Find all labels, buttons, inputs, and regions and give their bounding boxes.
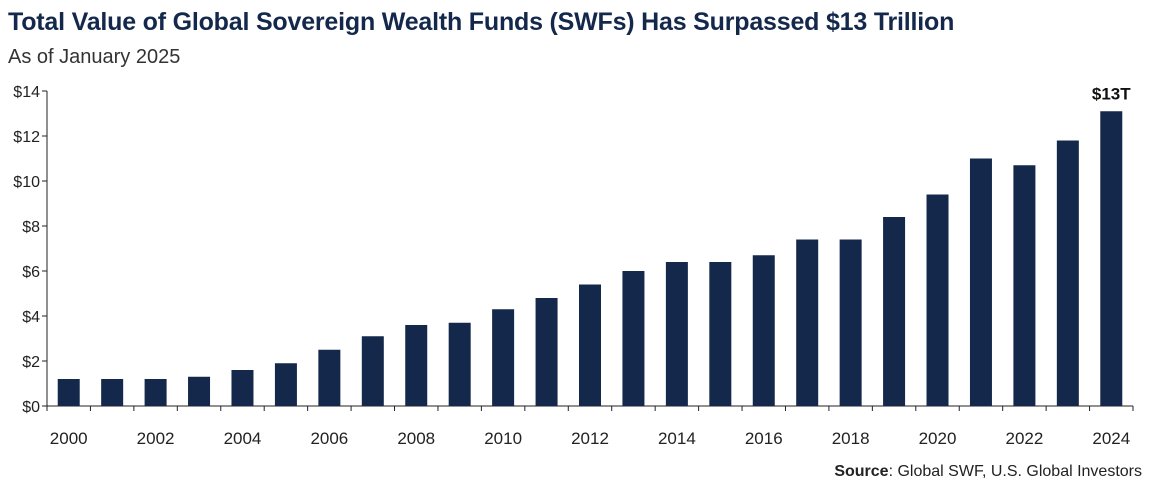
data-labels: $13T bbox=[1092, 84, 1131, 103]
y-tick-label: $4 bbox=[22, 309, 40, 326]
chart-title: Total Value of Global Sovereign Wealth F… bbox=[8, 8, 955, 36]
bar-2007 bbox=[361, 336, 384, 406]
bar-2008 bbox=[405, 325, 428, 406]
y-axis: $0 $2 $4 $6 $8 $10 $12 $14 bbox=[13, 84, 48, 416]
bar-2014 bbox=[665, 262, 688, 406]
source-text: : Global SWF, U.S. Global Investors bbox=[888, 463, 1142, 480]
x-axis: 2000 2002 2004 2006 2008 2010 2012 2014 2016 2018… bbox=[46, 405, 1134, 448]
bar-2024 bbox=[1100, 111, 1123, 406]
x-tick-label: 2008 bbox=[397, 429, 435, 448]
bar-2004 bbox=[231, 370, 254, 406]
x-tick-label: 2016 bbox=[745, 429, 783, 448]
x-tick-label: 2020 bbox=[919, 429, 957, 448]
y-tick-label: $12 bbox=[13, 129, 40, 146]
bar-2013 bbox=[622, 271, 645, 406]
bar-2017 bbox=[796, 239, 819, 406]
bar-2022 bbox=[1013, 165, 1036, 406]
y-tick-label: $14 bbox=[13, 84, 40, 101]
chart-subtitle: As of January 2025 bbox=[8, 46, 181, 68]
bars bbox=[57, 111, 1123, 406]
y-tick-label: $8 bbox=[22, 219, 40, 236]
y-tick-label: $10 bbox=[13, 174, 40, 191]
x-tick-label: 2010 bbox=[484, 429, 522, 448]
x-tick-label: 2006 bbox=[310, 429, 348, 448]
bar-2018 bbox=[839, 239, 862, 406]
x-tick-label: 2000 bbox=[50, 429, 88, 448]
bar-chart: $0 $2 $4 $6 $8 $10 $12 $14 2000 2002 2004 2006 2008… bbox=[13, 84, 1134, 448]
data-label-2024: $13T bbox=[1092, 84, 1131, 103]
bar-2020 bbox=[926, 194, 949, 406]
y-tick-label: $6 bbox=[22, 264, 40, 281]
bar-2023 bbox=[1056, 140, 1079, 406]
bar-2015 bbox=[709, 262, 732, 406]
x-tick-label: 2022 bbox=[1005, 429, 1043, 448]
x-tick-label: 2014 bbox=[658, 429, 696, 448]
bar-2010 bbox=[492, 309, 515, 406]
bar-2011 bbox=[535, 298, 558, 406]
bar-2006 bbox=[318, 349, 341, 406]
bar-2019 bbox=[883, 217, 906, 406]
bar-2009 bbox=[448, 322, 471, 406]
x-tick-label: 2018 bbox=[832, 429, 870, 448]
x-tick-label: 2002 bbox=[137, 429, 175, 448]
bar-2000 bbox=[57, 379, 80, 406]
x-tick-label: 2012 bbox=[571, 429, 609, 448]
source-note: Source: Global SWF, U.S. Global Investor… bbox=[834, 463, 1142, 481]
bar-2002 bbox=[144, 379, 167, 406]
source-label: Source bbox=[834, 463, 889, 480]
bar-2021 bbox=[969, 158, 992, 406]
bar-2001 bbox=[101, 379, 124, 406]
bar-2012 bbox=[579, 284, 601, 406]
bar-2003 bbox=[188, 376, 211, 406]
bar-2005 bbox=[274, 363, 297, 406]
x-tick-label: 2004 bbox=[224, 429, 262, 448]
bar-2016 bbox=[752, 255, 775, 406]
x-tick-label: 2024 bbox=[1092, 429, 1130, 448]
y-tick-label: $2 bbox=[22, 354, 40, 371]
y-tick-label: $0 bbox=[22, 399, 40, 416]
